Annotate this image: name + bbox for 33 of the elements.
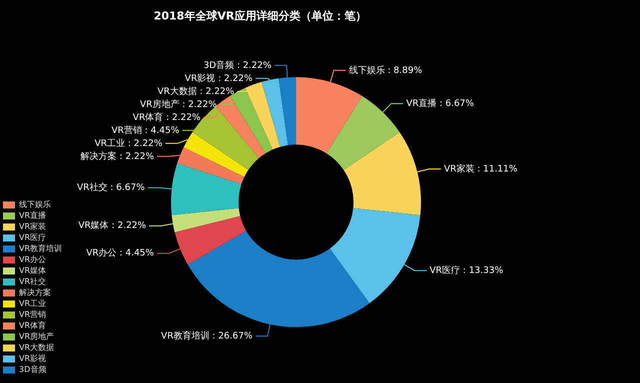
legend-label: VR工业: [19, 299, 46, 308]
category-label: 3D音频 : 2.22%: [203, 60, 272, 71]
legend-label: 3D音频: [19, 365, 46, 374]
legend-label: 解决方案: [19, 288, 51, 298]
category-label: VR社交 : 6.67%: [77, 183, 145, 194]
category-label: 解决方案 : 2.22%: [80, 152, 154, 162]
category-label: VR直播 : 6.67%: [406, 98, 474, 109]
category-label: VR营销 : 4.45%: [111, 126, 180, 136]
legend-label: VR房地产: [19, 332, 54, 342]
legend-label: VR直播: [19, 211, 46, 220]
category-label: VR影视 : 2.22%: [184, 74, 253, 84]
category-label: VR办公 : 4.45%: [86, 248, 154, 259]
category-label: VR工业 : 2.22%: [94, 138, 162, 149]
category-label: 线下娱乐 : 8.89%: [348, 66, 422, 76]
legend-label: VR体育: [19, 321, 46, 330]
category-label: VR大数据 : 2.22%: [157, 86, 234, 97]
category-label: VR体育 : 2.22%: [132, 112, 201, 123]
legend-label: VR办公: [19, 255, 46, 264]
legend-label: VR大数据: [19, 343, 54, 352]
chart-title: 2018年全球VR应用详细分类（单位：笔）: [154, 9, 366, 22]
legend-label: 线下娱乐: [19, 200, 51, 210]
category-label: VR家装 : 11.11%: [444, 164, 518, 174]
legend-label: VR医疗: [19, 233, 46, 242]
category-label: VR教育培训 : 26.67%: [161, 331, 253, 342]
legend-label: VR社交: [19, 277, 46, 286]
legend-label: VR教育培训: [19, 244, 62, 254]
category-label: VR房地产 : 2.22%: [140, 100, 217, 110]
category-label: VR医疗 : 13.33%: [430, 266, 504, 276]
legend-label: VR媒体: [19, 266, 46, 276]
legend-label: VR家装: [19, 222, 46, 232]
legend-label: VR营销: [19, 310, 46, 320]
category-label: VR媒体 : 2.22%: [78, 221, 146, 232]
legend-label: VR影视: [19, 354, 46, 364]
